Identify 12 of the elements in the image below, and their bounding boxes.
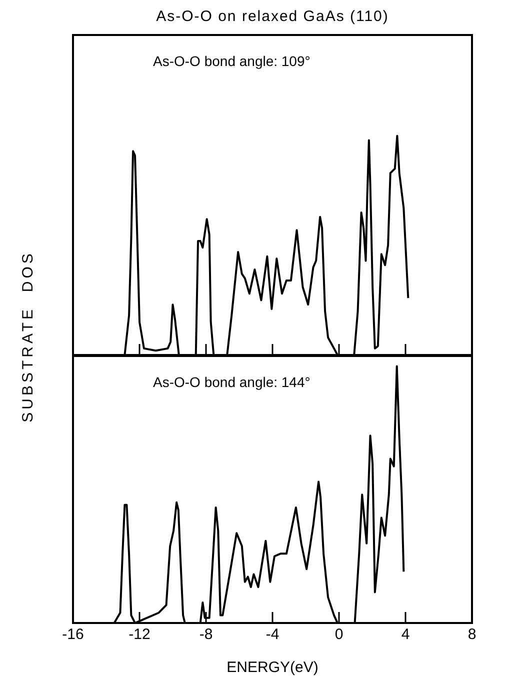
chart-title: As-O-O on relaxed GaAs (110) [155,8,390,25]
x-tick-label: -8 [199,626,213,644]
annotation: As-O-O bond angle: 144° [153,374,310,390]
x-tick-label: -12 [128,626,150,644]
x-tick-label: -4 [266,626,280,644]
x-tick-label: -16 [62,626,84,644]
x-tick-label: 4 [401,626,410,644]
text: As-O-O bond angle: 109° [153,52,310,69]
x-tick-label: 0 [334,626,344,644]
y-axis-title: SUBSTRATE DOS [20,250,36,424]
x-tick-label: 8 [468,626,476,644]
x-axis-title: ENERGY(eV) [226,659,318,676]
